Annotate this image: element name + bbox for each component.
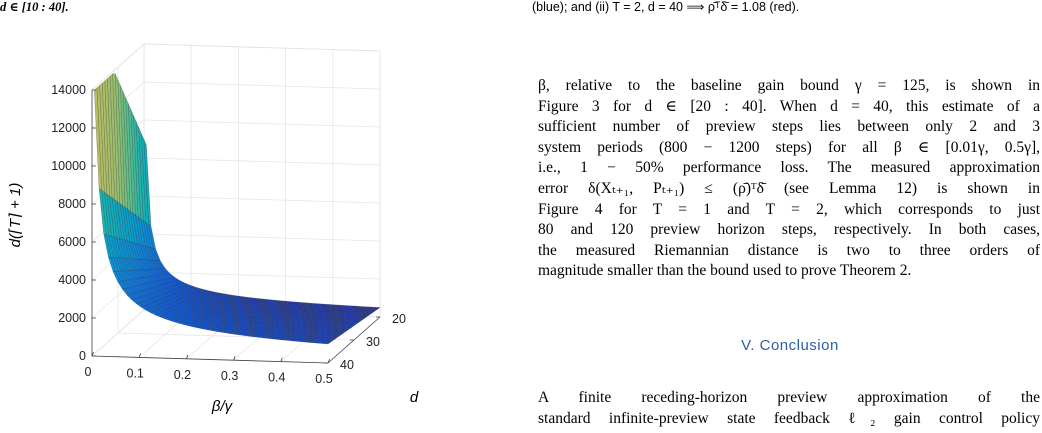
- x-tick-label: 0.2: [174, 368, 191, 382]
- y-tick-label: 40: [340, 358, 354, 372]
- body-paragraph-2: A finite receding-horizon preview approx…: [538, 388, 1040, 429]
- x-tick-label: 0.4: [268, 371, 285, 385]
- text-line: the measured Riemannian distance is two …: [538, 241, 1040, 259]
- y-axis-label: d: [410, 389, 419, 406]
- z-tick-label: 2000: [58, 311, 86, 325]
- surface-chart: 0 2000 4000 6000 8000 10000 12000 14000 0 0.1 0.2 0…: [7, 43, 419, 415]
- x-tick: [327, 358, 330, 364]
- text-line: β, relative to the baseline gain bound γ…: [538, 77, 1040, 94]
- caption-right-text: (blue); and (ii) T = 2, d = 40 ⟹ ρ̄ᵀδ̄ =…: [532, 0, 800, 14]
- x-axis-label: β/γ: [211, 398, 234, 415]
- text-line: standard infinite-preview state feedback…: [538, 409, 1040, 427]
- z-tick-label: 14000: [51, 83, 86, 97]
- surface-patch: [322, 341, 332, 345]
- z-tick-label: 0: [79, 349, 86, 363]
- text-line: i.e., 1 − 50% performance loss. The meas…: [538, 159, 1040, 177]
- text-line: A finite receding-horizon preview approx…: [538, 389, 1040, 406]
- text-line: magnitude smaller than the bound used to…: [538, 262, 912, 280]
- text-line: Figure 3 for d ∈ [20 : 40]. When d = 40,…: [538, 97, 1040, 115]
- z-tick-label: 4000: [58, 273, 86, 287]
- body-paragraph-1: β, relative to the baseline gain bound γ…: [538, 76, 1040, 282]
- figure-caption-right: (blue); and (ii) T = 2, d = 40 ⟹ ρ̄ᵀδ̄ =…: [532, 0, 799, 15]
- y-tick-label: 30: [366, 335, 380, 349]
- x-tick-label: 0.3: [221, 369, 238, 383]
- z-tick-label: 12000: [51, 121, 86, 135]
- text-line: 80 and 120 preview horizon steps, respec…: [538, 221, 1040, 239]
- section-title: V. Conclusion: [741, 337, 839, 354]
- chart-surface: [94, 73, 381, 345]
- x-tick-label: 0.5: [315, 372, 332, 386]
- chart-ticks: 0 2000 4000 6000 8000 10000 12000 14000 0 0.1 0.2 0…: [51, 83, 406, 386]
- z-axis-label: d(⌈T⌉ + 1): [7, 183, 24, 248]
- x-tick: [186, 354, 189, 359]
- figure-caption-left: d ∈ [10 : 40].: [0, 0, 69, 15]
- back-wall-right: [143, 43, 381, 318]
- x-tick: [233, 356, 236, 361]
- x-tick: [280, 357, 283, 362]
- text-line: error δ(Xₜ₊₁, Pₜ₊₁) ≤ (ρ̄)ᵀδ̄ (see Lemma…: [538, 179, 1040, 197]
- x-tick-label: 0.1: [127, 366, 144, 380]
- text-line: Figure 4 for T = 1 and T = 2, which corr…: [538, 200, 1040, 218]
- caption-left-text: d ∈ [10 : 40].: [0, 0, 69, 14]
- z-tick-label: 8000: [58, 197, 86, 211]
- y-tick-label: 20: [392, 312, 406, 326]
- x-tick: [91, 351, 94, 357]
- text-line: system periods (800 − 1200 steps) for al…: [538, 138, 1040, 156]
- text-line: sufficient number of preview steps lies …: [538, 118, 1040, 136]
- z-tick-label: 6000: [58, 235, 86, 249]
- x-tick: [138, 353, 142, 358]
- x-tick-label: 0: [85, 365, 92, 379]
- z-tick-label: 10000: [51, 159, 86, 173]
